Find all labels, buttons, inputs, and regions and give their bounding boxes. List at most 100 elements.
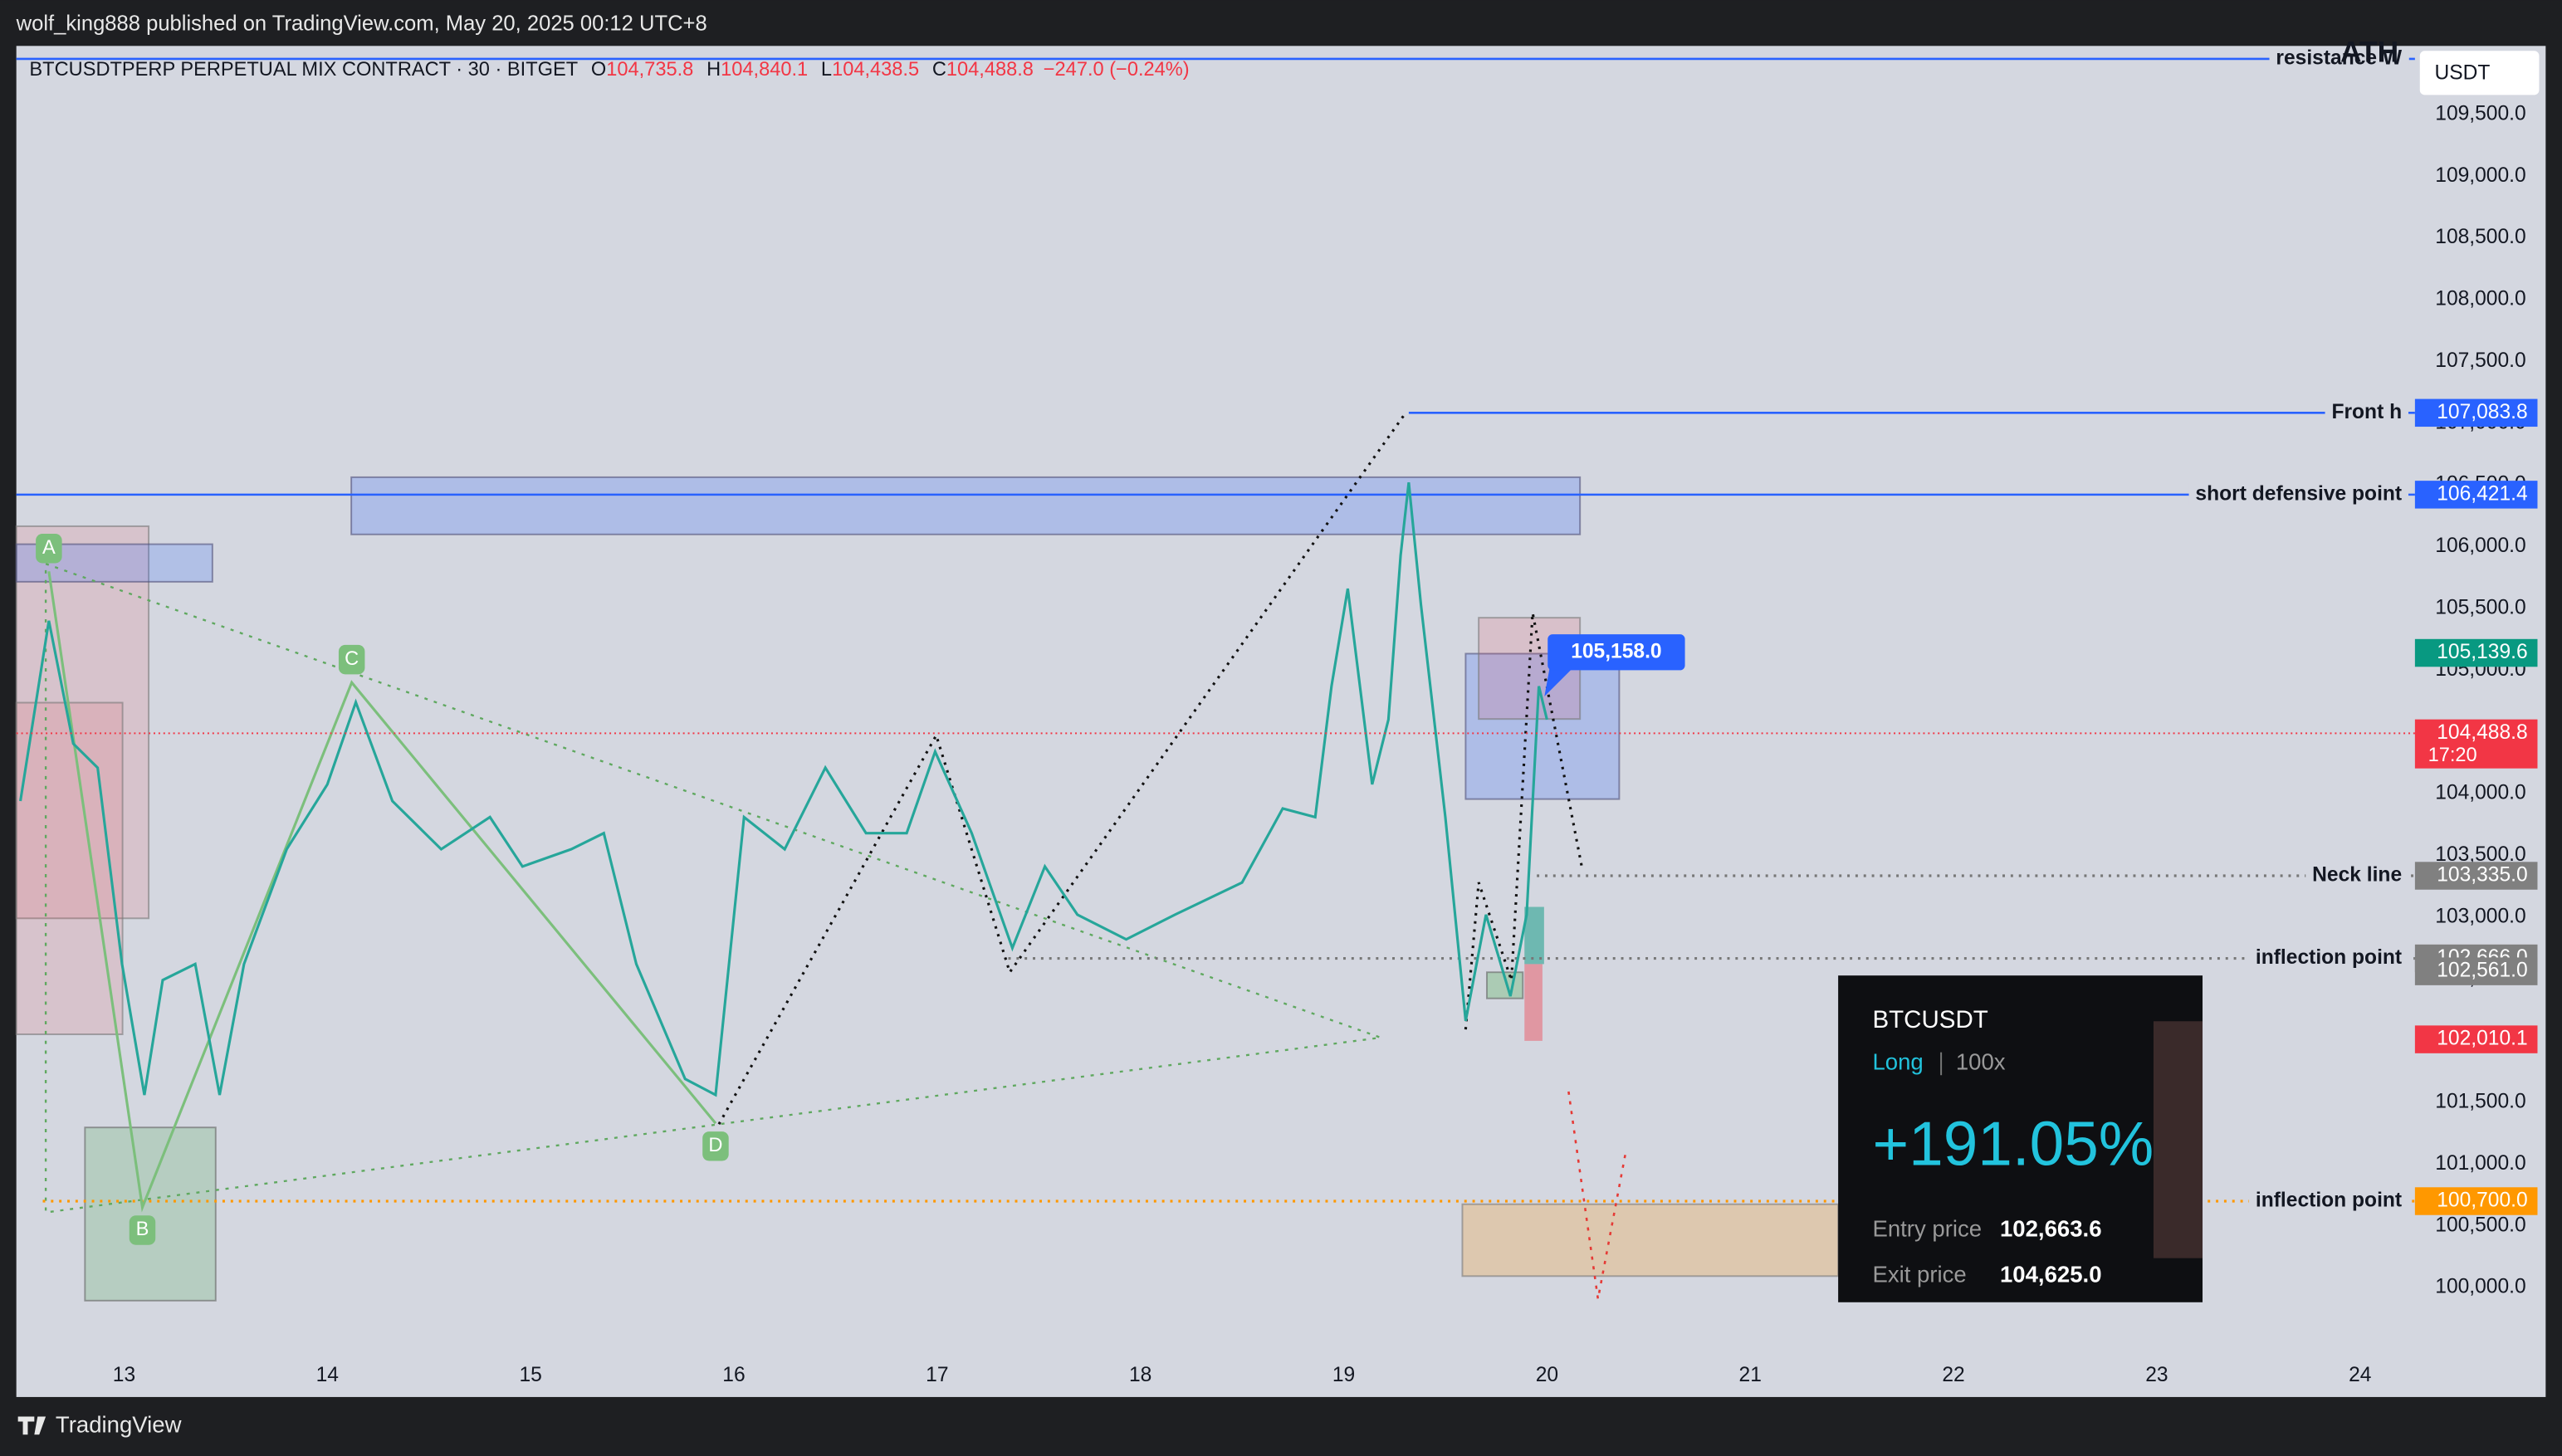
level-label: short defensive point <box>2195 482 2402 505</box>
x-tick-label: 24 <box>2349 1364 2371 1386</box>
card-exit-label: Exit price <box>1872 1262 1966 1287</box>
brand: TradingView <box>56 1412 182 1438</box>
publisher: wolf_king888 published on TradingView.co… <box>16 12 707 35</box>
level-label: inflection point <box>2256 1190 2402 1212</box>
y-tick-label: 104,000.0 <box>2435 782 2525 804</box>
y-tick-label: 100,000.0 <box>2435 1276 2525 1298</box>
zigzag <box>717 413 1406 1126</box>
pattern-point: D <box>708 1135 722 1156</box>
zone <box>350 476 1582 535</box>
zone <box>1524 906 1544 965</box>
ohlc-value: 104,488.8 <box>946 59 1034 81</box>
y-tick-label: 106,000.0 <box>2435 535 2525 557</box>
zone <box>15 525 150 920</box>
x-tick-label: 16 <box>722 1364 745 1386</box>
price-label-bg <box>2414 957 2538 985</box>
pattern-point-bg <box>129 1215 156 1245</box>
price-label: 100,700.0 <box>2437 1190 2527 1212</box>
level-label-bg <box>2188 482 2408 506</box>
brand-logo <box>17 1416 46 1435</box>
level-label: Front h <box>2331 401 2402 423</box>
card-pnl: +191.05% <box>1872 1109 2154 1179</box>
card-entry: 102,663.6 <box>2000 1215 2102 1241</box>
ohlc-key: H <box>707 59 721 81</box>
x-tick-label: 20 <box>1536 1364 1558 1386</box>
y-tick-label: 100,500.0 <box>2435 1214 2525 1236</box>
ohlc-value: 104,840.1 <box>721 59 808 81</box>
pattern-point-bg <box>36 534 62 564</box>
level-label-bg <box>2305 863 2408 887</box>
card-symbol: BTCUSDT <box>1872 1006 1988 1033</box>
ohlc-key: C <box>932 59 946 81</box>
x-tick-label: 22 <box>1942 1364 1964 1386</box>
x-tick-label: 23 <box>2145 1364 2168 1386</box>
ohlc-key: L <box>821 59 832 81</box>
level-label: resistance W <box>2276 46 2403 69</box>
drawings <box>44 413 1627 1300</box>
zone <box>1524 964 1543 1041</box>
x-tick-label: 15 <box>519 1364 541 1386</box>
y-tick-label: 108,000.0 <box>2435 288 2525 310</box>
currency[interactable]: USDT <box>2434 61 2490 84</box>
triangle <box>44 563 1381 1214</box>
zone <box>1464 652 1621 800</box>
x-tick-label: 19 <box>1332 1364 1355 1386</box>
price-label: 106,421.4 <box>2437 482 2527 505</box>
price-label: 105,139.6 <box>2437 641 2527 663</box>
level-label: Neck line <box>2312 864 2402 887</box>
y-tick-label: 101,500.0 <box>2435 1090 2525 1112</box>
pattern-point: C <box>345 648 359 670</box>
price-label-bg <box>2414 398 2538 428</box>
y-tick-label: 107,500.0 <box>2435 349 2525 372</box>
price-label-bg <box>2414 481 2538 509</box>
countdown: 17:20 <box>2428 745 2477 766</box>
price-label: 107,083.8 <box>2437 401 2527 423</box>
pattern-point-bg <box>702 1131 729 1161</box>
price-label-bg <box>2414 638 2538 667</box>
price-label: 102,561.0 <box>2437 960 2527 982</box>
y-tick-label: 101,000.0 <box>2435 1152 2525 1175</box>
card-side: Long <box>1872 1049 1923 1075</box>
symbol-header: BTCUSDTPERP PERPETUAL MIX CONTRACT · 30 … <box>29 59 1189 81</box>
y-tick-label: 105,500.0 <box>2435 596 2525 618</box>
x-tick-label: 14 <box>316 1364 339 1386</box>
zone <box>84 1126 217 1302</box>
y-tick-label: 109,500.0 <box>2435 102 2525 125</box>
y-tick-label: 109,000.0 <box>2435 164 2525 187</box>
level-label-bg <box>2269 46 2409 70</box>
pattern-point: A <box>42 537 56 559</box>
price-line <box>19 482 1548 1097</box>
arrow <box>1567 1091 1627 1300</box>
card-leverage: 100x <box>1956 1049 2006 1075</box>
price-label-bg <box>2414 719 2538 769</box>
change: −247.0 (−0.24%) <box>1044 59 1190 81</box>
zone <box>15 701 124 1036</box>
price-label: 103,335.0 <box>2437 864 2527 887</box>
position-card: BTCUSDT Long 100x +191.05% Entry price 1… <box>1838 975 2203 1302</box>
card-image <box>2153 1021 2203 1258</box>
y-tick-label: 108,500.0 <box>2435 226 2525 248</box>
callout-label: 105,158.0 <box>1571 640 1661 662</box>
card-entry-label: Entry price <box>1872 1215 1982 1241</box>
pattern-point: B <box>136 1219 149 1240</box>
ohlc-key: O <box>591 59 606 81</box>
card-bg <box>1838 975 2203 1302</box>
level-label-bg <box>2249 946 2408 970</box>
price-label-bg <box>2414 1187 2538 1215</box>
level-label: inflection point <box>2256 946 2402 969</box>
x-tick-label: 21 <box>1739 1364 1762 1386</box>
currency-button[interactable] <box>2419 51 2540 95</box>
price-label: 102,010.1 <box>2437 1028 2527 1050</box>
card-exit: 104,625.0 <box>2000 1262 2102 1287</box>
zigzag <box>1464 612 1583 1030</box>
zone <box>1461 1203 1840 1278</box>
level-label-bg <box>2249 1189 2408 1212</box>
level-label-bg <box>2325 400 2408 423</box>
zones <box>15 476 1840 1302</box>
ath-label: ATH <box>2340 36 2398 69</box>
x-tick-label: 13 <box>113 1364 135 1386</box>
ohlc-value: 104,438.5 <box>832 59 919 81</box>
ohlc-value: 104,735.8 <box>606 59 693 81</box>
